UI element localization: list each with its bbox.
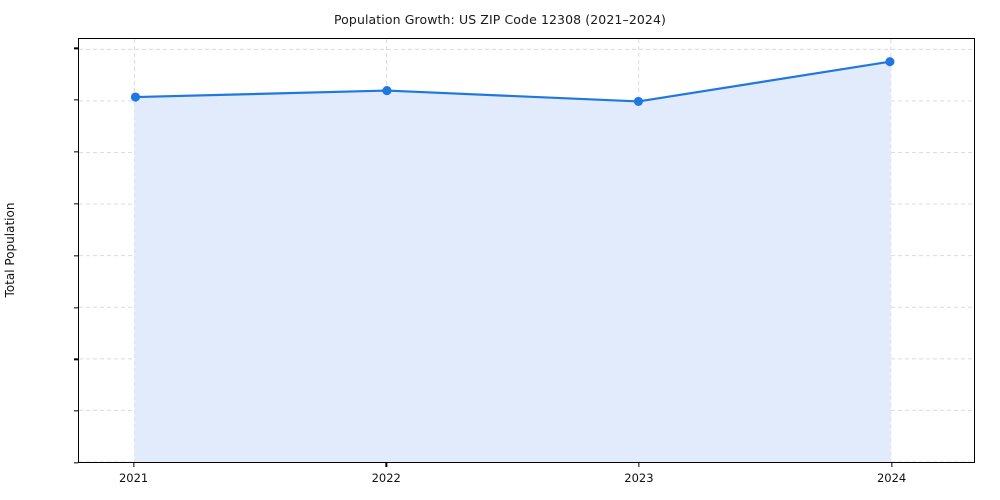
x-tick-label: 2024	[876, 471, 907, 485]
data-series-line	[130, 57, 895, 106]
y-tick-mark	[74, 255, 78, 257]
data-point-marker	[382, 86, 392, 96]
y-tick-mark	[74, 47, 78, 50]
data-point-marker	[633, 96, 643, 106]
chart-title: Population Growth: US ZIP Code 12308 (20…	[333, 12, 667, 27]
y-axis-label: Total Population	[3, 202, 17, 298]
data-point-marker	[130, 92, 141, 102]
x-tick-mark	[638, 463, 640, 467]
x-tick-label: 2023	[624, 471, 654, 485]
area-fill	[134, 61, 891, 462]
x-tick-mark	[890, 463, 893, 467]
data-point-marker	[885, 57, 895, 67]
y-tick-mark	[74, 410, 78, 412]
y-tick-mark	[74, 203, 78, 205]
y-tick-mark	[74, 306, 78, 309]
x-tick-label: 2021	[118, 471, 149, 485]
x-tick-mark	[132, 463, 135, 467]
x-tick-mark	[385, 463, 387, 467]
y-tick-mark	[74, 99, 78, 101]
plot-area	[78, 38, 975, 463]
y-tick-mark	[74, 462, 78, 464]
x-tick-label: 2022	[371, 471, 401, 485]
y-tick-mark	[74, 358, 78, 360]
y-tick-mark	[74, 151, 78, 153]
